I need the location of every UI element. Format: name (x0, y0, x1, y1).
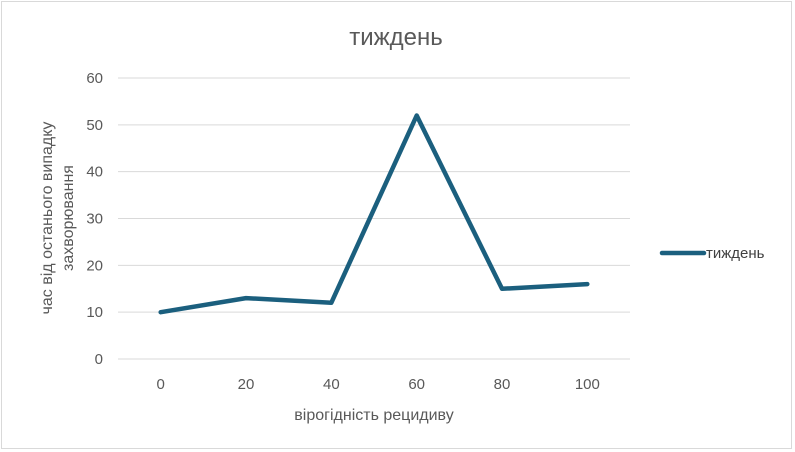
y-axis-title: час від останього випадку захворювання (39, 122, 77, 315)
y-tick-label: 40 (86, 164, 103, 181)
x-axis-title: вірогідність рецидиву (294, 407, 453, 424)
chart-title: тиждень (349, 24, 443, 51)
x-tick-label: 20 (238, 376, 255, 393)
x-tick-label: 40 (323, 376, 340, 393)
y-tick-label: 30 (86, 211, 103, 228)
x-tick-label: 0 (156, 376, 164, 393)
x-axis-ticks: 0 20 40 60 80 100 (156, 376, 599, 393)
x-tick-label: 80 (494, 376, 511, 393)
y-tick-label: 20 (86, 257, 103, 274)
y-axis-title-line-2: захворювання (60, 165, 77, 271)
y-tick-label: 10 (86, 304, 103, 321)
x-tick-label: 60 (408, 376, 425, 393)
y-tick-label: 50 (86, 117, 103, 134)
gridlines (118, 77, 630, 360)
legend-label: тиждень (706, 245, 765, 262)
y-tick-label: 0 (95, 351, 103, 368)
x-tick-label: 100 (575, 376, 600, 393)
series-points (160, 115, 588, 313)
y-axis-ticks: 0 10 20 30 40 50 60 (86, 70, 103, 368)
legend: тиждень (659, 245, 765, 262)
y-axis-title-line-1: час від останього випадку (39, 122, 56, 315)
series-line-тиждень (158, 113, 590, 315)
y-tick-label: 60 (86, 70, 103, 87)
